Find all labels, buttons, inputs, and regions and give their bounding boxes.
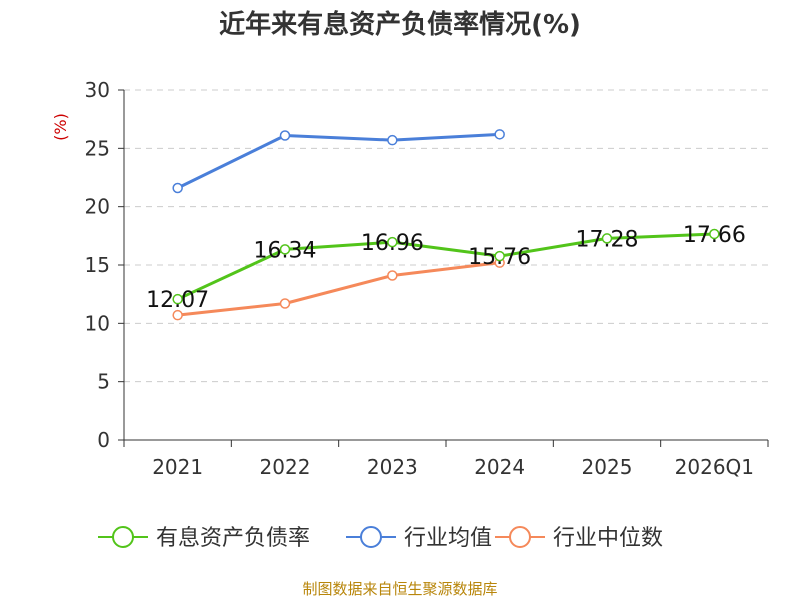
x-tick-label: 2023 (367, 455, 418, 479)
y-tick-label: 15 (85, 253, 110, 277)
y-tick-label: 10 (85, 311, 110, 335)
legend-marker (509, 526, 531, 548)
y-axis-unit-label: (%) (51, 113, 70, 141)
series-line (177, 261, 500, 317)
x-tick-label: 2021 (152, 455, 203, 479)
x-tick-label: 2025 (582, 455, 633, 479)
legend-label: 行业中位数 (553, 526, 663, 551)
data-point (279, 298, 291, 309)
data-point (494, 250, 505, 262)
data-label: 16.96 (361, 231, 424, 256)
source-note: 制图数据来自恒生聚源数据库 (302, 580, 498, 598)
series-line (177, 132, 500, 190)
y-tick-label: 30 (85, 78, 110, 102)
legend-label: 行业均值 (404, 526, 492, 551)
data-point (279, 130, 291, 141)
series-line (177, 232, 715, 301)
data-point (387, 134, 398, 146)
y-tick-label: 5 (97, 370, 110, 394)
series-layer (172, 129, 720, 321)
x-tick-label: 2026Q1 (675, 455, 754, 479)
data-point (279, 244, 291, 255)
data-label: 15.76 (468, 245, 531, 270)
label-layer: 12.07 16.34 16.96 15.76 17.28 17.66 (146, 223, 746, 313)
legend-label: 有息资产负债率 (156, 526, 310, 551)
data-label: 16.34 (254, 238, 317, 263)
data-point (387, 236, 398, 248)
legend: 有息资产负债率 行业均值 行业中位数 (98, 526, 663, 551)
legend-marker (360, 526, 382, 548)
y-tick-label: 20 (85, 195, 110, 219)
data-point (709, 228, 720, 240)
data-point (601, 233, 613, 244)
chart-title: 近年来有息资产负债率情况(%) (219, 10, 581, 40)
data-point (387, 270, 398, 281)
data-label: 17.28 (576, 227, 639, 252)
data-label: 12.07 (146, 288, 209, 313)
x-tick-label: 2024 (474, 455, 525, 479)
y-tick-label: 0 (97, 428, 110, 452)
data-point (172, 309, 183, 321)
data-point (172, 182, 183, 194)
data-point (494, 129, 505, 140)
data-label: 17.66 (683, 223, 746, 248)
grid-layer (124, 89, 768, 383)
y-tick-label: 25 (85, 136, 110, 160)
x-tick-label: 2022 (260, 455, 311, 479)
legend-marker (112, 526, 134, 548)
data-point (172, 293, 183, 305)
